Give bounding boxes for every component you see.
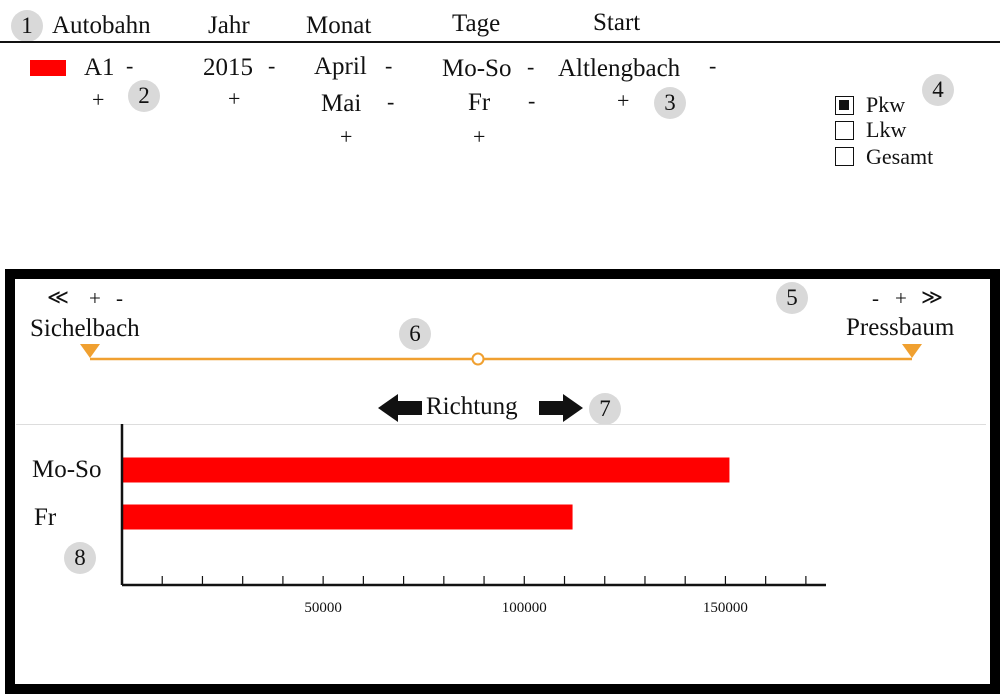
lkw-checkbox[interactable]: [835, 121, 854, 140]
start-value-altlengbach: Altlengbach: [558, 55, 681, 82]
jahr-remove-button[interactable]: -: [268, 53, 276, 78]
chart-panel: [5, 269, 1000, 694]
route-left-place: Sichelbach: [30, 315, 140, 342]
annotation-badge-4: 4: [922, 74, 954, 106]
monat-value-mai: Mai: [321, 90, 362, 117]
pkw-label: Pkw: [866, 92, 906, 117]
autobahn-remove-button[interactable]: -: [126, 53, 134, 78]
route-left-minus-button[interactable]: -: [116, 286, 124, 310]
gesamt-checkbox[interactable]: [835, 147, 854, 166]
monat-april-remove-button[interactable]: -: [385, 53, 393, 78]
tage-add-button[interactable]: +: [473, 124, 486, 149]
route-right-minus-button[interactable]: -: [872, 286, 880, 310]
x-tick-label: 50000: [304, 600, 342, 616]
jahr-add-button[interactable]: +: [228, 86, 241, 111]
header-start: Start: [593, 9, 641, 36]
annotation-badge-2: 2: [128, 80, 160, 112]
monat-value-april: April: [314, 53, 367, 80]
annotation-badge-8: 8: [64, 542, 96, 574]
pkw-checkbox[interactable]: [835, 96, 854, 115]
direction-right-arrow-icon[interactable]: [539, 394, 583, 422]
start-remove-button[interactable]: -: [709, 53, 717, 78]
route-right-handle[interactable]: [902, 344, 922, 358]
bar-mo-so[interactable]: [123, 457, 730, 483]
bar-fr[interactable]: [123, 504, 573, 530]
lkw-label: Lkw: [866, 117, 907, 142]
start-add-button[interactable]: +: [617, 88, 630, 113]
header-monat: Monat: [306, 12, 372, 39]
route-right-far-button[interactable]: ≫: [921, 285, 944, 309]
autobahn-value-a1: A1: [84, 54, 115, 81]
autobahn-add-button[interactable]: +: [92, 87, 105, 112]
route-left-handle[interactable]: [80, 344, 100, 358]
route-left-far-button[interactable]: ≪: [47, 285, 70, 309]
direction-label: Richtung: [426, 393, 518, 420]
header-tage: Tage: [452, 10, 501, 37]
route-right-place: Pressbaum: [846, 314, 955, 341]
header-jahr: Jahr: [208, 12, 250, 39]
x-tick-label: 100000: [502, 600, 547, 616]
x-tick-label: 150000: [703, 600, 748, 616]
direction-left-arrow-icon[interactable]: [378, 394, 422, 422]
tage-mo-so-remove-button[interactable]: -: [527, 54, 535, 79]
annotation-badge-3: 3: [654, 87, 686, 119]
tage-value-mo-so: Mo-So: [442, 55, 512, 82]
tage-fr-remove-button[interactable]: -: [528, 88, 536, 113]
panel-divider: [16, 424, 986, 425]
annotation-badge-5: 5: [776, 282, 808, 314]
y-label-fr: Fr: [34, 504, 57, 531]
monat-mai-remove-button[interactable]: -: [387, 89, 395, 114]
route-right-plus-button[interactable]: +: [895, 286, 908, 310]
monat-add-button[interactable]: +: [340, 124, 353, 149]
header-divider: [0, 41, 1000, 43]
route-midpoint-handle[interactable]: [471, 352, 485, 366]
y-label-mo-so: Mo-So: [32, 456, 102, 483]
gesamt-label: Gesamt: [866, 144, 934, 169]
header-autobahn: Autobahn: [52, 12, 151, 39]
jahr-value-2015: 2015: [203, 54, 253, 81]
route-left-plus-button[interactable]: +: [89, 286, 102, 310]
annotation-badge-6: 6: [399, 318, 431, 350]
annotation-badge-7: 7: [589, 393, 621, 425]
annotation-badge-1: 1: [11, 10, 43, 42]
tage-value-fr: Fr: [468, 89, 491, 116]
autobahn-color-swatch: [30, 60, 66, 76]
